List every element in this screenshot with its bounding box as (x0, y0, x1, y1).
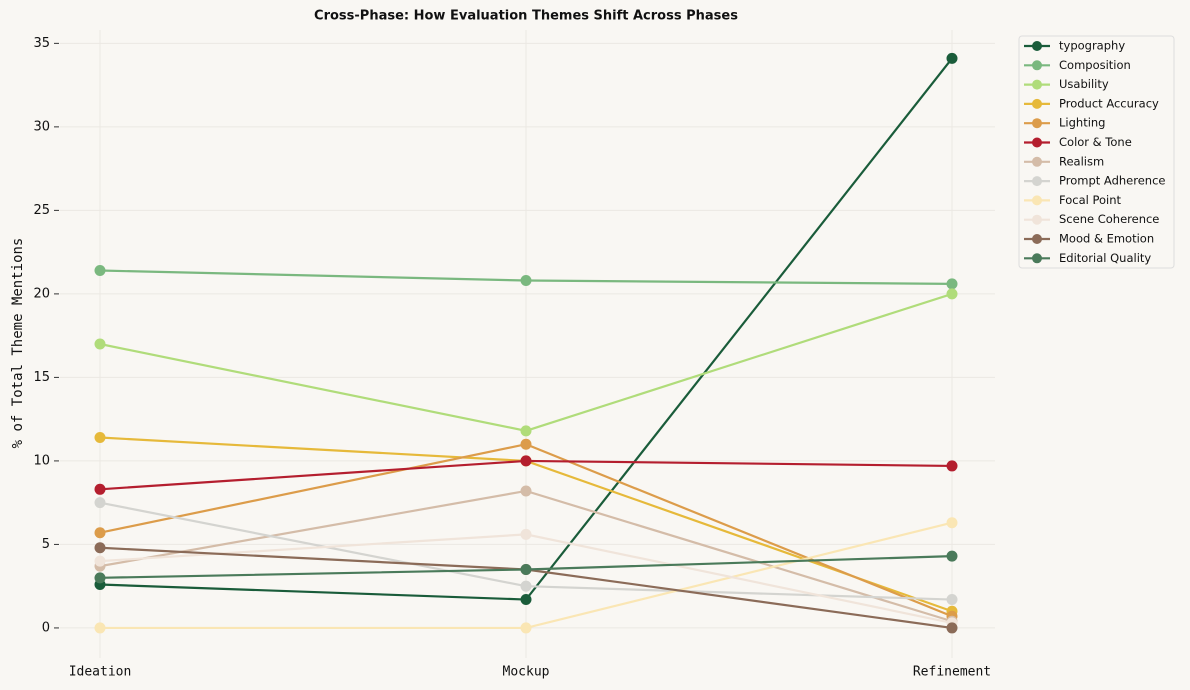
point (94, 338, 106, 350)
point (520, 528, 532, 540)
legend-label: typography (1059, 39, 1125, 53)
legend-label: Lighting (1059, 116, 1105, 130)
legend-label: Editorial Quality (1059, 251, 1151, 265)
legend-label: Composition (1059, 58, 1131, 72)
point (520, 622, 532, 634)
point (520, 438, 532, 450)
point (946, 278, 958, 290)
legend-marker (1032, 234, 1042, 244)
point (94, 622, 106, 634)
y-tick-label: 10 (33, 453, 50, 468)
point (520, 455, 532, 467)
legend-marker (1032, 137, 1042, 148)
y-tick-label: 15 (33, 370, 50, 385)
point (94, 555, 106, 567)
point (946, 52, 958, 64)
point (520, 563, 532, 575)
legend-marker (1032, 98, 1042, 109)
point (94, 572, 106, 584)
legend-label: Prompt Adherence (1059, 174, 1165, 188)
point (94, 497, 106, 509)
point (94, 542, 106, 554)
point (946, 550, 958, 562)
point (94, 527, 106, 539)
legend-label: Focal Point (1059, 193, 1122, 207)
legend-marker (1032, 118, 1042, 129)
legend-marker (1032, 41, 1042, 51)
legend-label: Color & Tone (1059, 135, 1132, 149)
point (520, 275, 532, 287)
legend-marker (1032, 79, 1042, 90)
legend-marker (1032, 214, 1042, 225)
x-tick-label: Ideation (69, 665, 132, 680)
legend-label: Scene Coherence (1059, 212, 1159, 226)
x-tick-label: Mockup (503, 665, 550, 680)
y-tick-label: 20 (33, 286, 50, 301)
point (946, 622, 958, 634)
point (520, 485, 532, 497)
point (520, 580, 532, 592)
point (94, 265, 106, 277)
chart-title: Cross-Phase: How Evaluation Themes Shift… (314, 9, 738, 24)
point (946, 460, 958, 472)
x-tick-label: Refinement (913, 665, 991, 680)
point (94, 483, 106, 495)
point (946, 517, 958, 529)
y-axis-label: % of Total Theme Mentions (10, 238, 26, 449)
point (94, 432, 106, 444)
point (946, 288, 958, 300)
point (946, 594, 958, 606)
y-tick-label: 35 (33, 36, 50, 51)
legend-marker (1032, 195, 1042, 206)
point (520, 594, 532, 606)
legend-label: Usability (1059, 77, 1109, 91)
legend-marker (1032, 176, 1042, 187)
legend-label: Product Accuracy (1059, 96, 1159, 110)
legend-marker (1032, 60, 1042, 71)
y-tick-label: 0 (42, 620, 50, 635)
y-tick-label: 30 (33, 119, 50, 134)
legend-marker (1032, 156, 1042, 167)
legend-marker (1032, 253, 1042, 264)
legend-label: Realism (1059, 154, 1104, 168)
legend-box (1018, 35, 1175, 269)
point (520, 425, 532, 437)
y-tick-label: 5 (42, 537, 50, 552)
legend-label: Mood & Emotion (1059, 232, 1154, 246)
y-tick-label: 25 (33, 203, 50, 218)
